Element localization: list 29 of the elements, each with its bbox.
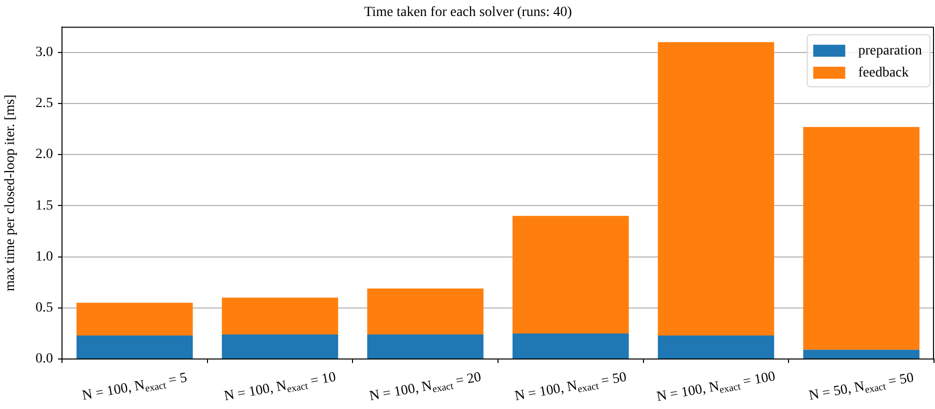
bar [658, 42, 774, 336]
legend-label: preparation [858, 43, 922, 58]
bar [803, 350, 920, 358]
x-tick-label: N = 100, Nexact = 10 [223, 370, 338, 404]
y-tick-label: 0.0 [36, 352, 53, 367]
bar [512, 216, 629, 334]
chart-title: Time taken for each solver (runs: 40) [364, 5, 572, 20]
bar [222, 298, 338, 334]
bar [367, 288, 484, 334]
y-tick-label: 3.0 [36, 45, 53, 60]
y-tick-label: 1.0 [36, 249, 53, 264]
bar [222, 334, 338, 358]
x-tick-label: N = 100, Nexact = 100 [656, 369, 776, 405]
bar [76, 335, 193, 358]
y-tick-label: 0.5 [36, 300, 53, 316]
y-tick-label: 2.5 [36, 96, 53, 112]
bar [512, 333, 629, 358]
y-tick-label: 1.5 [36, 198, 53, 214]
legend-label: feedback [858, 65, 909, 80]
y-tick-label: 2.0 [36, 147, 53, 162]
bar [367, 334, 484, 358]
x-tick-label: N = 100, Nexact = 50 [514, 370, 628, 404]
y-axis-title: max time per closed-loop iter. [ms] [3, 94, 18, 292]
x-tick-label: N = 100, Nexact = 20 [368, 370, 482, 404]
x-tick-label: N = 50, Nexact = 50 [808, 370, 915, 404]
bar [803, 126, 920, 350]
bar [76, 302, 193, 336]
bar [658, 335, 774, 358]
x-tick-label: N = 100, Nexact = 5 [81, 370, 188, 404]
